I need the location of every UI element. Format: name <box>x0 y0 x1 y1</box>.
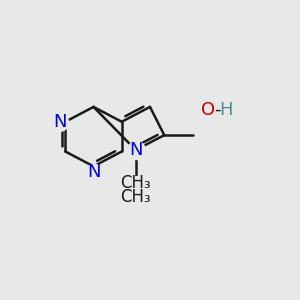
Text: N: N <box>129 141 142 159</box>
Text: H: H <box>219 101 232 119</box>
Text: -: - <box>214 101 221 119</box>
Text: CH₃: CH₃ <box>120 174 151 192</box>
Text: N: N <box>87 163 100 181</box>
Text: CH₃: CH₃ <box>120 188 151 206</box>
Text: O: O <box>201 101 215 119</box>
Text: N: N <box>53 113 67 131</box>
